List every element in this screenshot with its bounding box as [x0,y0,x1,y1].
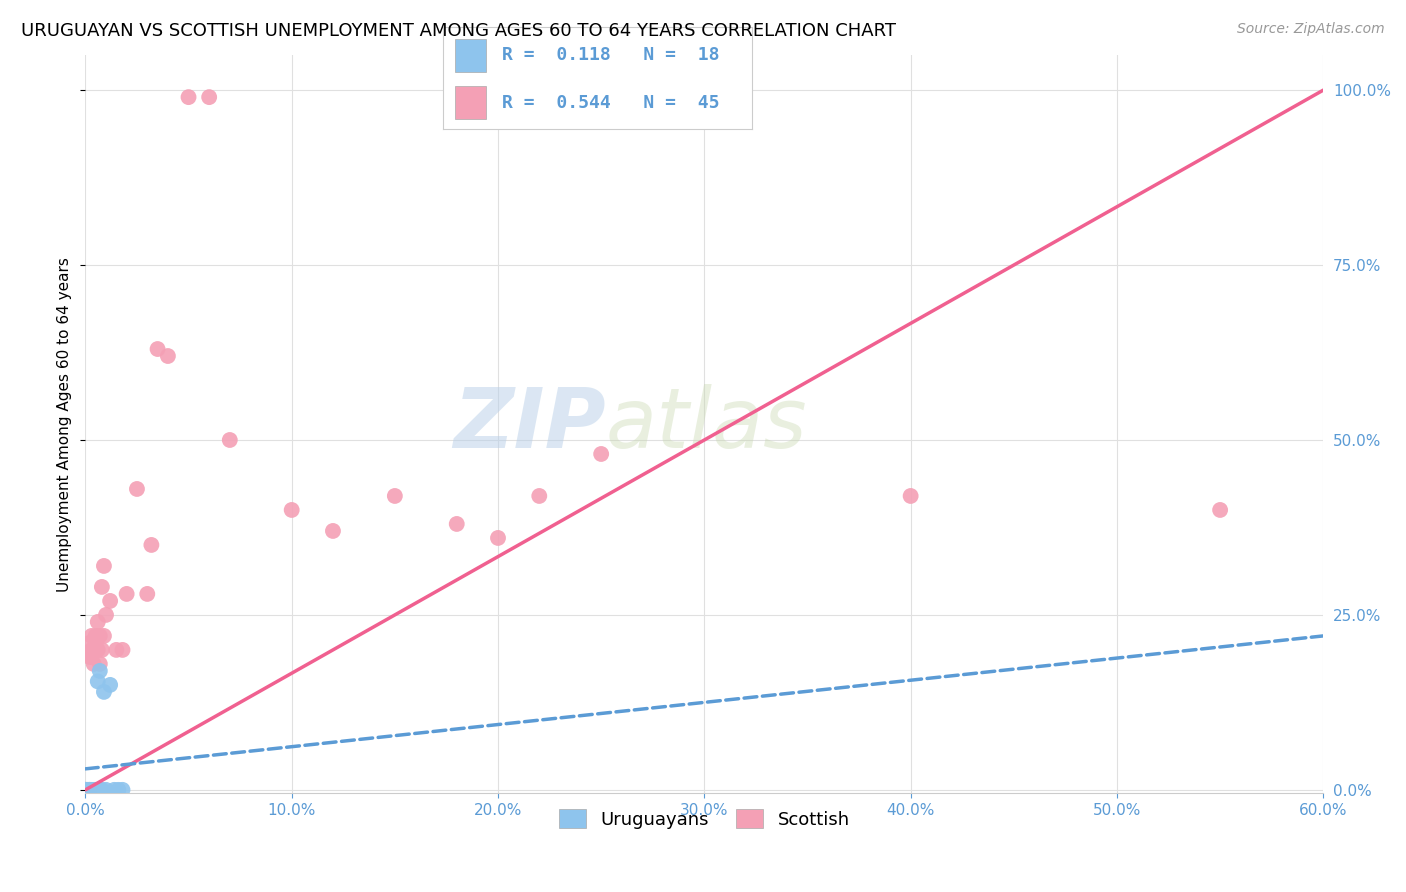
Text: atlas: atlas [606,384,807,465]
Text: R =  0.118   N =  18: R = 0.118 N = 18 [502,46,718,64]
Point [98,678,121,692]
Point [80,643,103,657]
Point [93,685,115,699]
Point [75,782,97,797]
Point [83,643,105,657]
Point [107,782,129,797]
Point [322,524,344,538]
Point [529,489,551,503]
Point [90,643,112,657]
Point [103,782,125,797]
Bar [456,39,486,72]
Point [75,782,97,797]
Point [89,782,111,797]
Point [156,349,179,363]
Point [75,782,97,797]
Point [79,782,101,797]
Point [84,782,107,797]
Text: URUGUAYAN VS SCOTTISH UNEMPLOYMENT AMONG AGES 60 TO 64 YEARS CORRELATION CHART: URUGUAYAN VS SCOTTISH UNEMPLOYMENT AMONG… [21,22,896,40]
Point [446,516,468,531]
Text: R =  0.544   N =  45: R = 0.544 N = 45 [502,94,718,112]
Point [94,782,117,797]
Point [280,503,302,517]
Point [89,664,111,678]
Point [115,587,138,601]
Point [90,782,112,797]
Point [89,657,111,671]
Point [177,90,200,104]
Point [90,580,112,594]
Point [1209,503,1232,517]
Point [76,782,98,797]
Y-axis label: Unemployment Among Ages 60 to 64 years: Unemployment Among Ages 60 to 64 years [58,257,72,591]
Point [87,615,110,629]
Point [591,447,613,461]
Point [80,649,103,664]
Point [141,538,163,552]
Point [75,782,97,797]
Point [198,90,221,104]
Point [111,643,134,657]
Point [486,531,509,545]
Point [80,782,103,797]
Point [136,587,159,601]
Point [76,782,98,797]
Point [84,629,107,643]
Point [83,782,105,797]
Legend: Uruguayans, Scottish: Uruguayans, Scottish [551,802,856,836]
Point [87,643,110,657]
Point [111,782,134,797]
Point [79,649,101,664]
Point [79,636,101,650]
Text: ZIP: ZIP [453,384,606,465]
Point [94,607,117,622]
Point [80,629,103,643]
Point [79,782,101,797]
Point [93,558,115,573]
Point [125,482,148,496]
Point [83,657,105,671]
Bar [456,87,486,119]
Point [146,342,169,356]
Point [93,629,115,643]
Point [105,643,128,657]
Point [84,636,107,650]
Point [87,674,110,689]
Point [79,782,101,797]
Point [218,433,240,447]
Point [75,782,97,797]
Point [84,782,107,797]
Text: Source: ZipAtlas.com: Source: ZipAtlas.com [1237,22,1385,37]
Point [98,594,121,608]
Point [900,489,922,503]
Point [89,629,111,643]
Point [384,489,406,503]
